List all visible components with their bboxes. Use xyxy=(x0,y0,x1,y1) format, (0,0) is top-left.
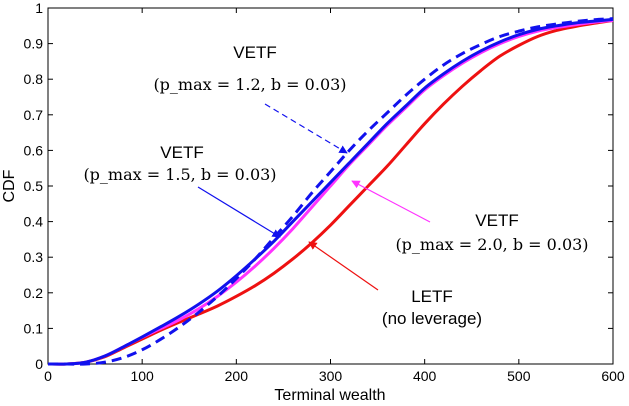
y-tick-label: 0.8 xyxy=(24,71,44,87)
x-tick-label: 500 xyxy=(507,368,531,384)
annotation-formula: (no leverage) xyxy=(382,309,482,328)
annotation-formula: (p_max = 2.0, b = 0.03) xyxy=(395,235,588,254)
y-tick-label: 0.5 xyxy=(24,178,44,194)
y-tick-label: 0.6 xyxy=(24,142,44,158)
annotation-title: VETF xyxy=(233,43,276,62)
y-tick-label: 0.2 xyxy=(24,285,44,301)
annotation-arrow-dashed xyxy=(264,103,348,154)
x-tick-label: 100 xyxy=(130,368,154,384)
series-line-1 xyxy=(47,18,614,366)
annotation-arrow xyxy=(197,186,281,238)
series-layer xyxy=(47,17,614,366)
series-line-2 xyxy=(47,17,614,366)
annotation-arrow xyxy=(308,241,379,291)
y-tick-label: 0 xyxy=(35,356,43,372)
x-tick-label: 300 xyxy=(319,368,343,384)
y-tick-label: 0.7 xyxy=(24,107,44,123)
series-line-0 xyxy=(47,18,614,366)
annotation-letf: LETF (no leverage) xyxy=(308,241,482,328)
y-tick-label: 1 xyxy=(35,0,43,16)
x-tick-label: 200 xyxy=(225,368,249,384)
annotation-title: VETF xyxy=(475,211,518,230)
x-axis-title: Terminal wealth xyxy=(274,387,385,404)
annotation-formula: (p_max = 1.2, b = 0.03) xyxy=(153,75,346,94)
y-tick-label: 0.3 xyxy=(24,249,44,265)
annotation-title: VETF xyxy=(160,143,203,162)
y-tick-label: 0.4 xyxy=(24,214,44,230)
y-axis: 0 0.1 0.2 0.3 0.4 0.5 0.6 0.7 0.8 0.9 1 xyxy=(24,0,613,372)
annotation-vetf-1-5: VETF (p_max = 1.5, b = 0.03) xyxy=(83,143,281,238)
y-axis-title: CDF xyxy=(1,169,18,202)
series-line-3 xyxy=(48,17,614,366)
x-tick-label: 600 xyxy=(601,368,625,384)
x-tick-label: 0 xyxy=(44,368,52,384)
y-tick-label: 0.1 xyxy=(24,320,44,336)
x-tick-label: 400 xyxy=(413,368,437,384)
annotation-title: LETF xyxy=(411,287,453,306)
x-axis: 0 100 200 300 400 500 600 xyxy=(44,8,625,384)
y-tick-label: 0.9 xyxy=(24,36,44,52)
annotation-arrow xyxy=(351,180,431,223)
annotation-vetf-2-0: VETF (p_max = 2.0, b = 0.03) xyxy=(351,180,589,254)
annotation-formula: (p_max = 1.5, b = 0.03) xyxy=(83,165,276,184)
annotation-vetf-1-2: VETF (p_max = 1.2, b = 0.03) xyxy=(153,43,348,154)
